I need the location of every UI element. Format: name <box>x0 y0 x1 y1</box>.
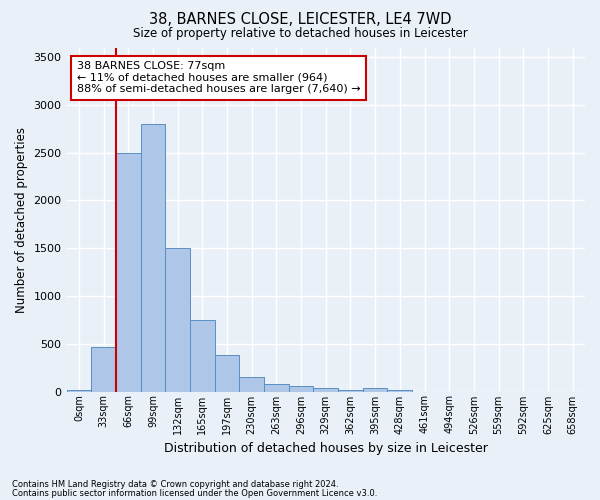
Bar <box>363 388 388 392</box>
Text: 38, BARNES CLOSE, LEICESTER, LE4 7WD: 38, BARNES CLOSE, LEICESTER, LE4 7WD <box>149 12 451 28</box>
Text: Contains HM Land Registry data © Crown copyright and database right 2024.: Contains HM Land Registry data © Crown c… <box>12 480 338 489</box>
Bar <box>140 124 165 392</box>
Bar <box>190 320 215 392</box>
Bar <box>215 355 239 392</box>
Text: 38 BARNES CLOSE: 77sqm
← 11% of detached houses are smaller (964)
88% of semi-de: 38 BARNES CLOSE: 77sqm ← 11% of detached… <box>77 62 361 94</box>
Bar <box>289 386 313 392</box>
Bar <box>116 152 140 392</box>
Bar <box>338 390 363 392</box>
Bar <box>67 390 91 392</box>
X-axis label: Distribution of detached houses by size in Leicester: Distribution of detached houses by size … <box>164 442 488 455</box>
Text: Size of property relative to detached houses in Leicester: Size of property relative to detached ho… <box>133 28 467 40</box>
Text: Contains public sector information licensed under the Open Government Licence v3: Contains public sector information licen… <box>12 488 377 498</box>
Bar <box>264 384 289 392</box>
Bar <box>239 376 264 392</box>
Bar <box>388 390 412 392</box>
Y-axis label: Number of detached properties: Number of detached properties <box>15 126 28 312</box>
Bar <box>165 248 190 392</box>
Bar <box>313 388 338 392</box>
Bar <box>91 346 116 392</box>
